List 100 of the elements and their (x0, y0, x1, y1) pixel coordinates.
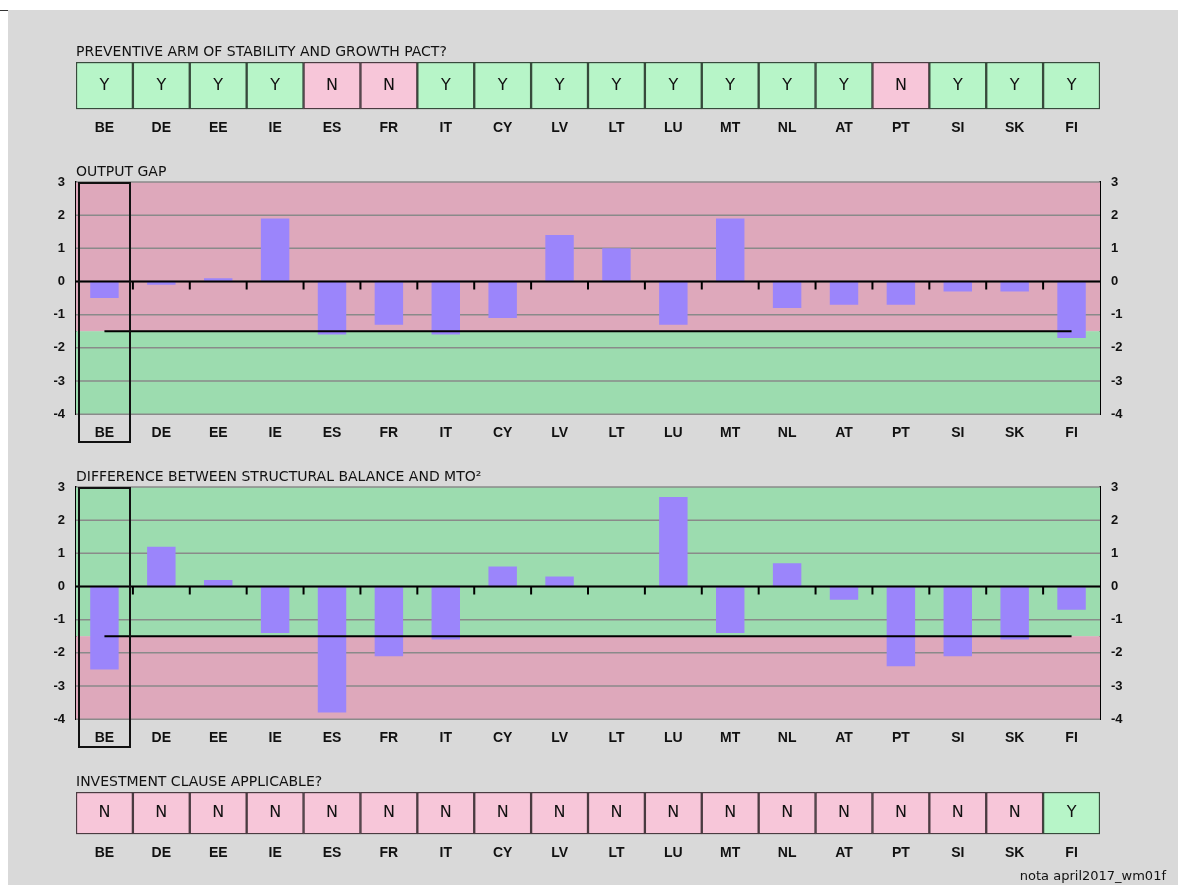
category-label: SK (1004, 844, 1025, 861)
y-tick-label: 2 (57, 206, 65, 222)
text: Y (554, 74, 565, 94)
y2-tick-label: 1 (1111, 239, 1119, 255)
text: INVESTMENT CLAUSE APPLICABLE? (76, 772, 323, 789)
y-tick-label: -3 (53, 677, 65, 693)
y2-tick-label: 0 (1111, 578, 1119, 594)
text: N (326, 74, 338, 94)
text: N (724, 802, 737, 822)
category-label: IE (268, 844, 282, 861)
x-tick-label: LU (664, 729, 683, 746)
x-tick-label: IT (439, 729, 453, 746)
x-tick-label: LT (608, 424, 625, 441)
text: Y (611, 74, 622, 94)
y-tick-label: 0 (57, 578, 65, 594)
y-tick-label: -3 (53, 372, 65, 388)
x-tick-label: MT (720, 424, 741, 441)
text: nota april2017_wm01f (1019, 868, 1166, 883)
x-tick-label: BE (94, 424, 115, 441)
x-tick-label: BE (94, 729, 115, 746)
text: Y (952, 74, 963, 94)
text: Y (213, 74, 224, 94)
x-tick-label: CY (492, 729, 514, 746)
x-tick-label: ES (322, 424, 342, 441)
text: Y (99, 74, 110, 94)
text: Y (270, 74, 280, 94)
category-label: FI (1065, 119, 1078, 136)
y2-tick-label: -3 (1111, 677, 1123, 693)
x-tick-label: ES (322, 729, 342, 746)
category-label: EE (208, 844, 228, 861)
text: Y (440, 74, 451, 94)
y2-tick-label: -2 (1111, 644, 1123, 660)
x-tick-label: EE (208, 424, 228, 441)
category-label: FR (379, 844, 399, 861)
category-label: IT (439, 119, 453, 136)
text: PREVENTIVE ARM OF STABILITY AND GROWTH PACT? (76, 42, 447, 59)
y2-tick-label: -3 (1111, 372, 1123, 388)
text: Y (839, 74, 849, 94)
text: N (1008, 802, 1021, 822)
y-tick-label: 3 (57, 478, 65, 494)
category-label: PT (891, 844, 911, 861)
category-label: DE (151, 844, 172, 861)
category-label: ES (322, 844, 342, 861)
text: N (553, 802, 566, 822)
x-tick-label: AT (835, 424, 854, 441)
text: Y (1066, 74, 1077, 94)
category-label: CY (492, 119, 514, 136)
text: Y (156, 74, 167, 94)
x-tick-label: FR (379, 424, 399, 441)
y-tick-label: -4 (53, 710, 66, 726)
category-label: SK (1004, 119, 1025, 136)
y-tick-label: -1 (53, 306, 65, 322)
category-label: LT (608, 844, 625, 861)
y-tick-label: 2 (57, 511, 65, 527)
category-label: LV (551, 119, 569, 136)
x-tick-label: AT (835, 729, 854, 746)
text: N (781, 802, 794, 822)
y-tick-label: 1 (57, 544, 65, 560)
category-label: LU (664, 119, 683, 136)
x-tick-label: LV (551, 729, 569, 746)
x-tick-label: FI (1065, 729, 1078, 746)
x-tick-label: IT (439, 424, 453, 441)
category-label: SI (951, 119, 965, 136)
y-tick-label: -2 (53, 644, 65, 660)
text: N (838, 802, 850, 822)
x-tick-label: SK (1004, 729, 1025, 746)
y2-tick-label: 2 (1111, 206, 1119, 222)
text: N (496, 802, 509, 822)
category-label: MT (720, 119, 741, 136)
x-tick-label: PT (891, 729, 911, 746)
y2-tick-label: -1 (1111, 306, 1123, 322)
category-label: LU (664, 844, 683, 861)
x-tick-label: LV (551, 424, 569, 441)
text: N (326, 802, 338, 822)
category-label: IT (439, 844, 453, 861)
y-tick-label: -4 (53, 405, 66, 421)
y-tick-label: 1 (57, 239, 65, 255)
y2-tick-label: 3 (1111, 173, 1119, 189)
y-tick-label: 0 (57, 273, 65, 289)
x-tick-label: MT (720, 729, 741, 746)
x-tick-label: FR (379, 729, 399, 746)
text: N (667, 802, 680, 822)
x-tick-label: CY (492, 424, 514, 441)
x-tick-label: LT (608, 729, 625, 746)
x-tick-label: SI (951, 729, 965, 746)
text: N (212, 802, 225, 822)
text: N (610, 802, 623, 822)
text: Y (497, 74, 508, 94)
category-label: FR (379, 119, 399, 136)
text: N (382, 802, 395, 822)
x-tick-label: SK (1004, 424, 1025, 441)
text: N (382, 74, 395, 94)
category-label: MT (720, 844, 741, 861)
category-label: LV (551, 844, 569, 861)
x-tick-label: LU (664, 424, 683, 441)
category-label: LT (608, 119, 625, 136)
y-tick-label: 3 (57, 173, 65, 189)
category-label: PT (891, 119, 911, 136)
text: Y (1009, 74, 1020, 94)
text: N (98, 802, 111, 822)
